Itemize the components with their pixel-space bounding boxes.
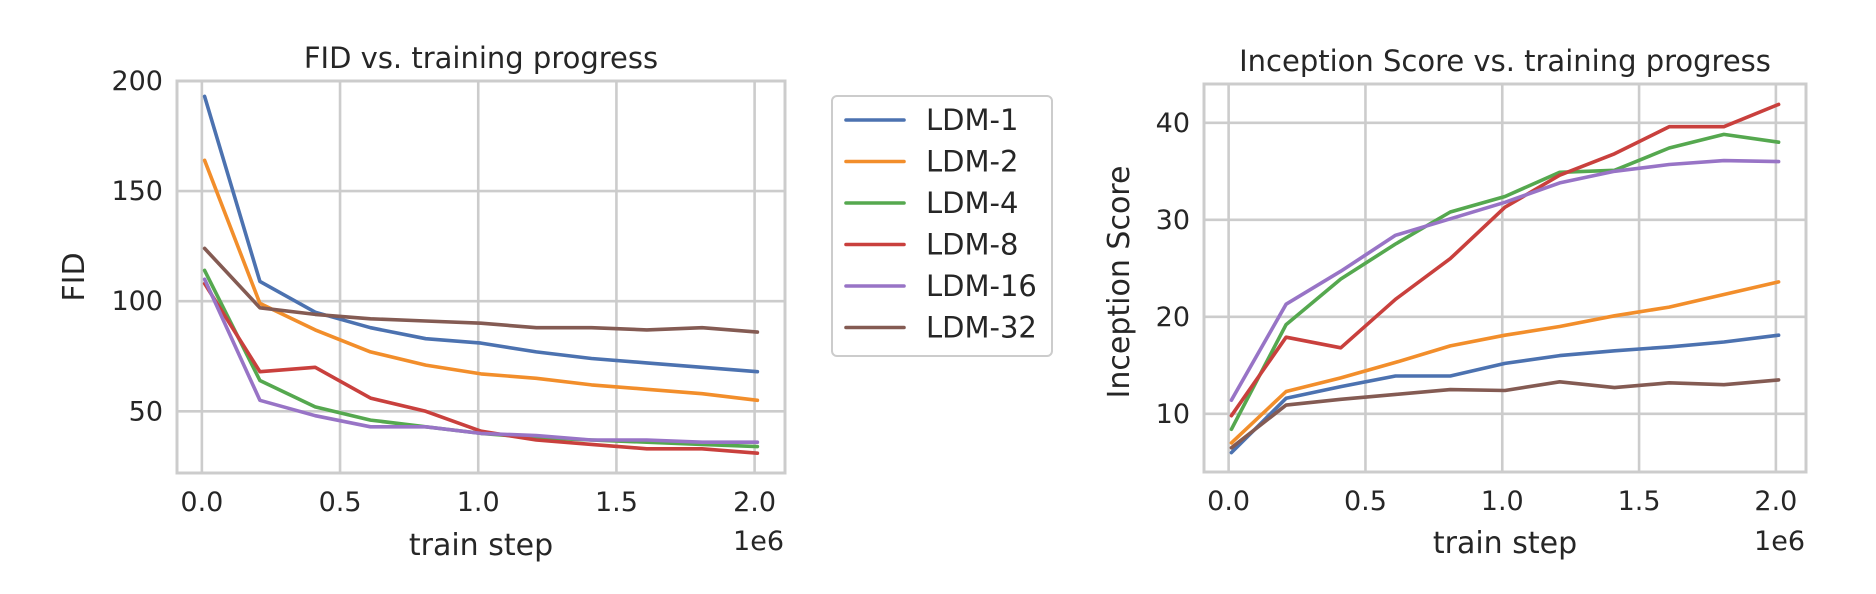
fid-plot-area — [175, 79, 787, 475]
fid-x-tick-label: 0.0 — [180, 487, 223, 518]
legend-label: LDM-1 — [926, 103, 1018, 137]
is-x-tick-label: 2.0 — [1754, 486, 1797, 517]
legend-items: LDM-1 LDM-2 LDM-4 LDM-8 LDM-16 LDM-32 — [844, 103, 1037, 345]
is-chart-title: Inception Score vs. training progress — [1239, 44, 1771, 78]
is-x-tick-label: 0.5 — [1344, 486, 1387, 517]
fid-lines — [202, 94, 760, 456]
is-y-tick-label: 30 — [1156, 205, 1190, 236]
fid-x-tick-label: 1.5 — [595, 487, 638, 518]
is-series-line-ldm-8 — [1229, 102, 1781, 418]
is-y-ticks: 10 20 30 40 — [1156, 108, 1190, 430]
is-grid — [1204, 84, 1806, 472]
inception-score-chart: 0.0 0.5 1.0 1.5 2.0 10 20 30 40 Inception Score… — [1102, 44, 1808, 561]
fid-x-tick-label: 2.0 — [733, 487, 776, 518]
is-x-axis-label: train step — [1433, 526, 1577, 561]
fid-y-tick-label: 50 — [129, 396, 163, 427]
is-y-tick-label: 40 — [1156, 108, 1190, 139]
fid-series-line-ldm-16 — [202, 277, 760, 445]
is-lines — [1229, 102, 1781, 455]
fid-x-ticks: 0.0 0.5 1.0 1.5 2.0 — [180, 487, 776, 518]
is-plot-area — [1202, 82, 1808, 474]
fid-grid — [177, 79, 785, 473]
is-series-line-ldm-4 — [1229, 132, 1781, 432]
is-series-line-ldm-32 — [1229, 378, 1781, 450]
is-x-tick-label: 1.5 — [1618, 486, 1661, 517]
fid-x-axis-label: train step — [409, 528, 553, 563]
fid-series-line-ldm-8 — [202, 281, 760, 456]
fid-x-offset-label: 1e6 — [733, 526, 784, 557]
legend-label: LDM-16 — [926, 269, 1037, 303]
is-series-line-ldm-16 — [1229, 158, 1781, 403]
fid-chart: 0.0 0.5 1.0 1.5 2.0 50 100 150 200 FID vs. trai… — [57, 41, 787, 563]
legend-label: LDM-8 — [926, 228, 1018, 262]
fid-x-tick-label: 1.0 — [457, 487, 500, 518]
legend-label: LDM-32 — [926, 311, 1037, 345]
is-series-line-ldm-1 — [1229, 333, 1781, 455]
legend-label: LDM-2 — [926, 145, 1018, 179]
is-x-ticks: 0.0 0.5 1.0 1.5 2.0 — [1207, 486, 1797, 517]
fid-y-tick-label: 150 — [111, 176, 163, 207]
legend: LDM-1 LDM-2 LDM-4 LDM-8 LDM-16 LDM-32 — [831, 95, 1053, 357]
legend-label: LDM-4 — [926, 186, 1018, 220]
fid-y-ticks: 50 100 150 200 — [111, 66, 163, 427]
is-y-tick-label: 20 — [1156, 302, 1190, 333]
fid-y-tick-label: 200 — [111, 66, 163, 97]
fid-chart-title: FID vs. training progress — [304, 41, 658, 75]
fid-x-tick-label: 0.5 — [319, 487, 362, 518]
is-x-tick-label: 0.0 — [1207, 486, 1250, 517]
fid-y-tick-label: 100 — [111, 286, 163, 317]
fid-series-line-ldm-1 — [202, 94, 760, 374]
is-x-offset-label: 1e6 — [1754, 526, 1805, 557]
is-series-line-ldm-2 — [1229, 280, 1781, 445]
fid-y-axis-label: FID — [57, 252, 92, 301]
is-y-tick-label: 10 — [1156, 399, 1190, 430]
is-y-axis-label: Inception Score — [1102, 166, 1137, 399]
fid-series-line-ldm-2 — [202, 158, 760, 403]
fid-series-line-ldm-32 — [202, 246, 760, 334]
is-x-tick-label: 1.0 — [1481, 486, 1524, 517]
